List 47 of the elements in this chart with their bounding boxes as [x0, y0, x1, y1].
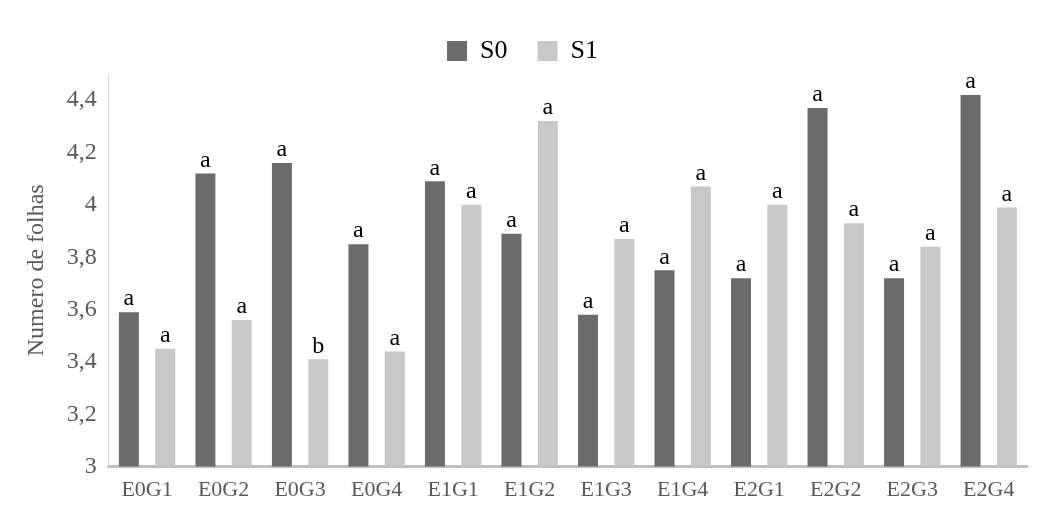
x-tick-label: E0G2 [197, 475, 250, 501]
data-label: a [772, 177, 784, 204]
data-label: a [159, 321, 171, 348]
data-label: a [429, 153, 441, 180]
x-tick-label: E0G4 [350, 475, 403, 501]
x-tick-label: E2G3 [886, 475, 938, 501]
data-label: a [200, 145, 212, 172]
x-tick-label: E2G4 [963, 475, 1015, 501]
legend-label: S1 [570, 34, 598, 64]
x-tick-label: E2G1 [733, 475, 785, 501]
data-label: a [353, 216, 365, 243]
data-label: a [659, 242, 671, 269]
data-label: a [465, 177, 477, 204]
data-label: a [506, 205, 518, 232]
data-label: a [123, 284, 135, 311]
data-label: a [276, 135, 288, 162]
y-tick-label: 3,8 [66, 242, 97, 269]
data-label: a [582, 287, 594, 314]
x-tick-label: E0G1 [121, 475, 173, 501]
data-label: a [925, 219, 937, 246]
data-label: a [1001, 179, 1013, 206]
data-label: a [619, 211, 630, 238]
x-tick-label: E2G2 [810, 475, 862, 501]
x-tick-label: E1G2 [503, 475, 556, 501]
y-tick-label: 4 [84, 190, 97, 217]
data-label: a [812, 80, 824, 107]
data-label: a [389, 323, 401, 350]
data-label: a [848, 195, 860, 222]
data-label: a [965, 67, 977, 94]
y-tick-label: 3,2 [66, 399, 97, 426]
y-tick-label: 4,4 [66, 85, 97, 112]
data-label: a [888, 250, 900, 277]
x-tick-label: E1G4 [657, 475, 709, 501]
legend-label: S0 [480, 34, 508, 64]
x-tick-label: E1G3 [580, 475, 632, 501]
y-tick-label: 3,6 [66, 294, 97, 321]
y-tick-label: 3,4 [66, 347, 97, 374]
data-label: a [695, 158, 707, 185]
y-tick-label: 3 [84, 451, 97, 478]
data-label: a [236, 292, 248, 319]
y-axis-title: Numero de folhas [21, 184, 48, 357]
data-label: a [542, 93, 554, 120]
x-tick-label: E0G3 [274, 475, 326, 501]
y-tick-label: 4,2 [66, 137, 97, 164]
x-tick-label: E1G1 [427, 475, 479, 501]
data-label: b [312, 331, 325, 358]
data-label: a [735, 250, 747, 277]
